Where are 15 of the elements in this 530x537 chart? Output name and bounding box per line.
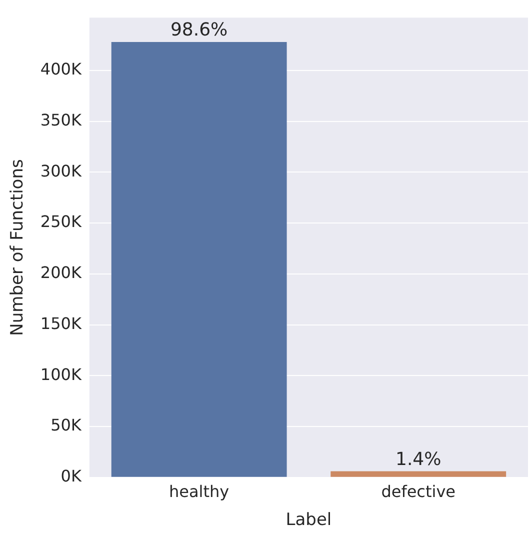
y-tick-label: 300K: [40, 161, 82, 180]
annotation: 98.6%: [170, 20, 228, 41]
y-tick-label: 200K: [40, 263, 82, 282]
x-tick-label: healthy: [169, 482, 230, 502]
x-tick-label: defective: [381, 482, 456, 502]
y-tick-label: 150K: [40, 314, 82, 333]
y-tick-label: 0K: [60, 466, 82, 486]
y-tick-label: 250K: [40, 212, 82, 232]
y-axis-title: Number of Functions: [8, 159, 28, 336]
y-tick-label: 100K: [40, 364, 82, 384]
y-tick-label: 50K: [50, 416, 82, 435]
y-tick-label: 400K: [40, 60, 82, 79]
annotation: 1.4%: [395, 448, 442, 470]
x-axis-title: Label: [286, 510, 332, 530]
y-tick-label: 350K: [40, 110, 82, 130]
